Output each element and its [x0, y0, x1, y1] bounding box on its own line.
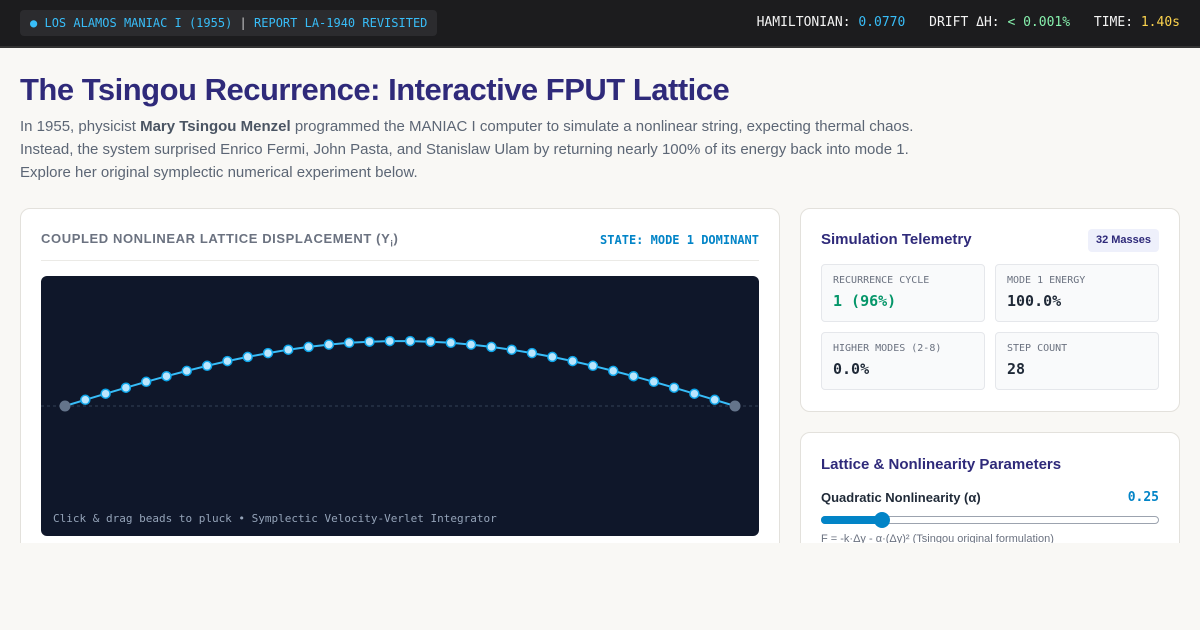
lattice-string	[64, 340, 736, 407]
lattice-bead[interactable]	[283, 344, 294, 355]
parameters-title: Lattice & Nonlinearity Parameters	[821, 456, 1062, 473]
lattice-bead[interactable]	[607, 365, 619, 377]
intro-highlight-name: Mary Tsingou Menzel	[140, 118, 291, 135]
mass-count-badge: 32 Masses	[1087, 229, 1159, 252]
metric-step-count: STEP COUNT 28	[995, 332, 1159, 390]
hamiltonian-value: 0.0770	[858, 15, 906, 30]
lattice-canvas[interactable]: Click & drag beads to pluck • Symplectic…	[41, 276, 759, 536]
metric-label: RECURRENCE CYCLE	[833, 275, 930, 286]
intro-text-end: programmed the MANIAC I computer to simu…	[20, 118, 914, 181]
metric-recurrence-cycle: RECURRENCE CYCLE 1 (96%)	[821, 264, 985, 322]
alpha-value: 0.25	[1127, 490, 1159, 505]
lattice-bead[interactable]	[709, 394, 720, 406]
lattice-bead[interactable]	[262, 347, 274, 359]
lattice-bead[interactable]	[648, 376, 660, 388]
telemetry-title: Simulation Telemetry	[821, 231, 972, 248]
fixed-anchor	[729, 400, 741, 412]
lattice-bead[interactable]	[80, 394, 91, 406]
lattice-bead[interactable]	[628, 370, 639, 382]
status-dot-icon: ●	[30, 16, 38, 30]
slider-fill	[821, 516, 882, 524]
lattice-bead[interactable]	[404, 335, 416, 347]
time-stat: TIME: 1.40s	[1094, 15, 1180, 30]
lattice-bead[interactable]	[303, 341, 314, 353]
page-bottom	[0, 543, 1200, 630]
lattice-bead[interactable]	[384, 335, 396, 347]
lattice-plot[interactable]	[41, 276, 759, 536]
drift-label: DRIFT ΔH:	[929, 15, 1000, 30]
slider-thumb[interactable]	[873, 512, 890, 528]
intro-paragraph: In 1955, physicist Mary Tsingou Menzel p…	[20, 115, 920, 184]
time-label: TIME:	[1093, 15, 1134, 30]
hamiltonian-label: HAMILTONIAN:	[756, 15, 851, 30]
lattice-bead[interactable]	[120, 382, 132, 393]
source-badge: ● LOS ALAMOS MANIAC I (1955) | REPORT LA…	[20, 10, 438, 36]
lattice-bead[interactable]	[689, 388, 700, 399]
metric-mode1-energy: MODE 1 ENERGY 100.0%	[995, 264, 1159, 322]
canvas-hint: Click & drag beads to pluck • Symplectic…	[53, 512, 497, 525]
lattice-state-label: STATE: MODE 1 DOMINANT	[600, 233, 759, 247]
metric-value: 0.0%	[833, 360, 870, 378]
energy-stats: HAMILTONIAN: 0.0770 DRIFT ΔH: < 0.001% T…	[741, 15, 1180, 30]
lattice-bead[interactable]	[181, 365, 193, 377]
intro-text-start: In 1955, physicist	[20, 118, 141, 135]
time-value: 1.40s	[1140, 15, 1180, 30]
lattice-bead[interactable]	[242, 351, 253, 363]
lattice-bead[interactable]	[445, 337, 457, 349]
lattice-bead[interactable]	[567, 355, 578, 367]
badge-separator: |	[239, 16, 247, 30]
lattice-panel-header: COUPLED NONLINEAR LATTICE DISPLACEMENT (…	[41, 231, 759, 261]
lattice-panel-title: COUPLED NONLINEAR LATTICE DISPLACEMENT (…	[41, 231, 398, 249]
hamiltonian-stat: HAMILTONIAN: 0.0770	[757, 15, 906, 30]
drift-stat: DRIFT ΔH: < 0.001%	[929, 15, 1070, 30]
alpha-label: Quadratic Nonlinearity (α)	[821, 490, 981, 505]
lattice-bead[interactable]	[323, 339, 335, 350]
lattice-bead[interactable]	[222, 355, 233, 367]
drift-value: < 0.001%	[1007, 15, 1071, 30]
lattice-bead[interactable]	[161, 370, 172, 382]
metric-label: STEP COUNT	[1007, 343, 1068, 354]
metric-value: 100.0%	[1007, 292, 1062, 310]
metric-value: 1 (96%)	[833, 292, 897, 310]
lattice-panel: COUPLED NONLINEAR LATTICE DISPLACEMENT (…	[20, 208, 780, 568]
lattice-bead[interactable]	[425, 336, 436, 347]
force-formula: F = -k·Δy - α·(Δy)² (Tsingou original fo…	[821, 533, 1054, 545]
lattice-bead[interactable]	[506, 344, 517, 355]
alpha-slider[interactable]	[821, 512, 1159, 528]
report-label: REPORT LA-1940 REVISITED	[254, 16, 428, 30]
lattice-bead[interactable]	[587, 360, 599, 372]
fixed-anchor	[59, 400, 71, 412]
page-title: The Tsingou Recurrence: Interactive FPUT…	[20, 72, 730, 107]
lattice-bead[interactable]	[364, 336, 375, 347]
lattice-bead[interactable]	[668, 382, 680, 393]
metric-value: 28	[1007, 360, 1026, 378]
lattice-bead[interactable]	[465, 339, 477, 350]
metric-higher-modes: HIGHER MODES (2-8) 0.0%	[821, 332, 985, 390]
top-bar: ● LOS ALAMOS MANIAC I (1955) | REPORT LA…	[0, 0, 1200, 48]
lattice-bead[interactable]	[486, 341, 497, 353]
lattice-bead[interactable]	[201, 360, 213, 372]
metric-label: HIGHER MODES (2-8)	[833, 343, 942, 354]
lattice-bead[interactable]	[547, 351, 558, 363]
metric-label: MODE 1 ENERGY	[1007, 275, 1086, 286]
lattice-bead[interactable]	[343, 337, 355, 349]
lattice-bead[interactable]	[100, 388, 111, 399]
lattice-title-subscript: i	[390, 238, 394, 249]
lattice-bead[interactable]	[140, 376, 152, 388]
telemetry-panel: Simulation Telemetry 32 Masses RECURRENC…	[800, 208, 1180, 412]
source-label: LOS ALAMOS MANIAC I (1955)	[44, 16, 233, 30]
lattice-title-close: )	[393, 231, 399, 246]
lattice-title-text: COUPLED NONLINEAR LATTICE DISPLACEMENT (…	[41, 231, 391, 246]
lattice-bead[interactable]	[526, 347, 538, 359]
